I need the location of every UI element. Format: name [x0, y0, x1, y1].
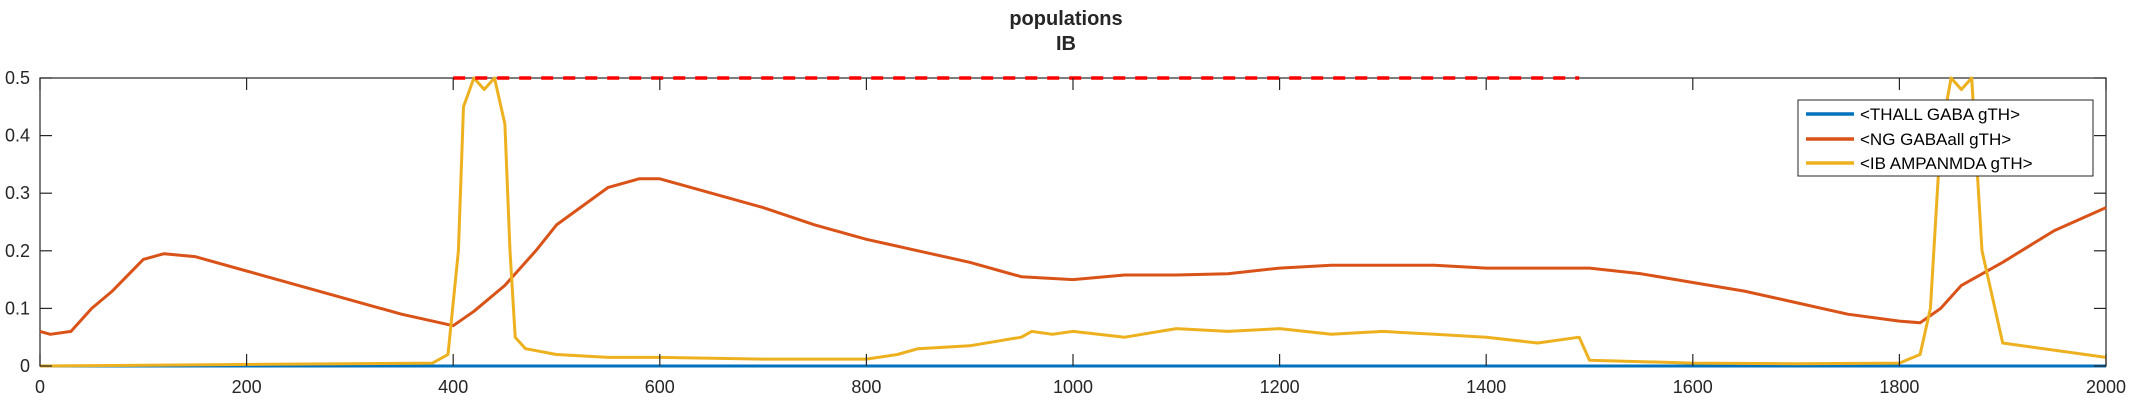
- y-tick-label: 0.5: [5, 68, 30, 88]
- tick-layer: 0 200 400 600 800 1000 1200 1400 1600 1800 2000 0 0.…: [5, 68, 2126, 397]
- legend: <THALL GABA gTH> <NG GABAall gTH> <IB AM…: [1797, 99, 2094, 177]
- x-tick-label: 1800: [1879, 377, 1919, 397]
- chart-subtitle: IB: [1056, 33, 1076, 55]
- y-tick-label: 0.1: [5, 298, 30, 318]
- y-tick-label: 0: [20, 356, 30, 376]
- x-tick-label: 1600: [1673, 377, 1713, 397]
- plot-area: 0 200 400 600 800 1000 1200 1400 1600 1800 2000 0 0.…: [5, 68, 2126, 397]
- legend-label-ib: <IB AMPANMDA gTH>: [1860, 154, 2033, 173]
- x-tick-label: 600: [645, 377, 675, 397]
- x-tick-label: 0: [35, 377, 45, 397]
- x-tick-label: 200: [232, 377, 262, 397]
- x-tick-label: 800: [851, 377, 881, 397]
- y-tick-label: 0.3: [5, 183, 30, 203]
- chart-title: populations: [1009, 8, 1122, 30]
- y-tick-label: 0.2: [5, 241, 30, 261]
- legend-label-thall: <THALL GABA gTH>: [1860, 105, 2020, 124]
- legend-label-ng: <NG GABAall gTH>: [1860, 130, 2011, 149]
- axes-box: [39, 77, 2107, 367]
- series-layer: [39, 76, 2107, 368]
- series-line-ng-gabaall-gth: [39, 177, 2107, 336]
- x-tick-label: 2000: [2086, 377, 2126, 397]
- x-tick-label: 1400: [1466, 377, 1506, 397]
- x-tick-label: 1200: [1260, 377, 1300, 397]
- x-tick-label: 1000: [1053, 377, 1093, 397]
- x-tick-label: 400: [438, 377, 468, 397]
- y-tick-label: 0.4: [5, 126, 30, 146]
- series-line-ib-ampanmda-gth: [39, 76, 2107, 368]
